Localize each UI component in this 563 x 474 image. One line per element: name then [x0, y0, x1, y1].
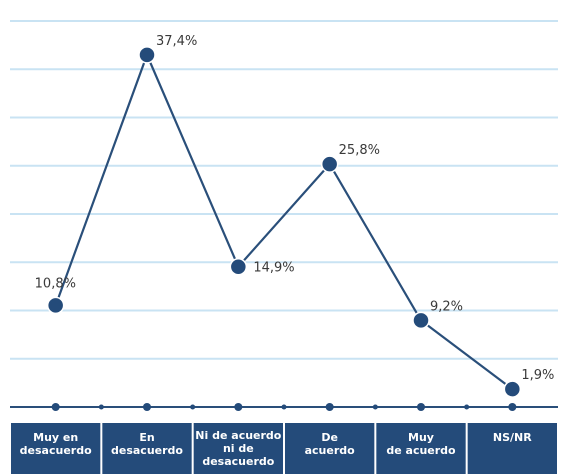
x-axis-tick-dot	[51, 403, 60, 411]
x-axis-boundary-dot	[464, 404, 470, 410]
data-label: 10,8%	[35, 276, 76, 291]
data-label: 14,9%	[253, 261, 294, 276]
data-points	[46, 46, 522, 398]
category-cell	[285, 423, 375, 474]
x-axis-boundary-dot	[190, 404, 196, 410]
category-label: Ni de acuerdo ni de desacuerdo	[195, 429, 282, 468]
category-cell	[376, 423, 466, 474]
gridlines	[10, 20, 558, 360]
data-point	[46, 296, 65, 315]
data-point	[320, 155, 339, 173]
category-label: De acuerdo	[305, 431, 356, 457]
x-axis-boundary-dot	[372, 404, 378, 410]
data-point	[138, 46, 156, 64]
x-axis-tick-dot	[417, 403, 425, 411]
x-axis-tick-dot	[325, 403, 334, 411]
data-label: 37,4%	[156, 34, 197, 49]
x-axis-tick-dot	[143, 403, 151, 411]
series-line	[54, 51, 513, 390]
category-label: En desacuerdo	[111, 431, 183, 457]
data-point	[503, 380, 522, 398]
x-axis-tick-dot	[508, 403, 517, 411]
category-cell	[102, 423, 192, 474]
x-axis-boundary-dot	[281, 404, 287, 410]
category-label: Muy en desacuerdo	[20, 431, 92, 457]
category-cell	[467, 423, 557, 474]
data-label: 1,9%	[521, 368, 554, 383]
category-cell	[11, 423, 101, 474]
data-labels: 10,8% 37,4% 14,9% 25,8% 9,2% 1,9%	[35, 34, 555, 383]
data-point	[412, 311, 430, 330]
data-point	[229, 257, 248, 276]
category-cell	[193, 423, 283, 474]
x-axis-markers	[51, 403, 517, 411]
data-label: 9,2%	[430, 299, 463, 314]
series-line-group	[54, 51, 513, 390]
data-label: 25,8%	[339, 143, 380, 158]
x-axis-tick-dot	[234, 403, 243, 411]
category-axis: Muy en desacuerdo En desacuerdo Ni de acuerd…	[11, 423, 557, 474]
category-label: Muy de acuerdo	[386, 431, 456, 457]
x-axis-boundary-dot	[98, 404, 104, 410]
category-label: NS/NR	[493, 431, 532, 444]
